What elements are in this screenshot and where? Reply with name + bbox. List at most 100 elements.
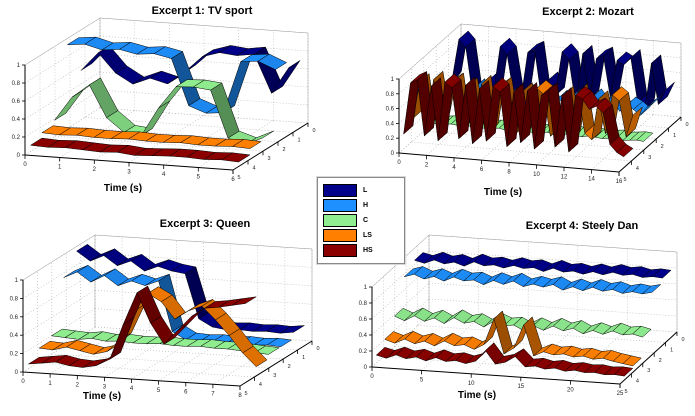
svg-text:0: 0 [23,162,27,168]
subplot3-title: Excerpt 3: Queen [159,218,251,230]
svg-text:3: 3 [647,368,650,374]
svg-text:10: 10 [468,381,475,387]
svg-text:20: 20 [567,388,574,394]
svg-text:0: 0 [397,160,401,166]
legend-item-ls: LS [323,229,399,242]
svg-text:0: 0 [316,346,319,352]
subplot4-title: Excerpt 4: Steely Dan [525,220,639,232]
svg-text:2: 2 [659,358,662,364]
legend-swatch-ls [323,229,357,242]
svg-text:3: 3 [273,373,276,379]
svg-text:4: 4 [252,166,255,172]
svg-text:3: 3 [267,156,270,162]
svg-text:0.8: 0.8 [359,301,368,307]
svg-text:0: 0 [17,153,21,159]
svg-text:1: 1 [670,347,673,353]
svg-text:4: 4 [162,172,166,178]
svg-text:2: 2 [93,167,97,173]
svg-text:0.6: 0.6 [359,317,368,323]
legend-swatch-c [323,214,357,227]
svg-text:0.4: 0.4 [10,333,19,339]
legend-swatch-h [323,199,357,212]
legend-item-h: H [323,199,399,212]
svg-text:1: 1 [302,355,305,361]
svg-text:14: 14 [588,177,595,183]
svg-text:0: 0 [21,379,25,385]
svg-text:0: 0 [391,151,395,157]
svg-text:3: 3 [648,155,651,161]
subplot1-title: Excerpt 1: TV sport [151,5,253,17]
svg-text:5: 5 [623,177,626,183]
svg-text:1: 1 [297,137,300,143]
svg-text:5: 5 [197,175,201,181]
svg-text:2: 2 [661,144,664,150]
legend-label: H [363,202,369,209]
svg-text:2: 2 [425,162,429,168]
svg-text:6: 6 [184,390,188,396]
svg-text:2: 2 [282,147,285,153]
subplot2-title: Excerpt 2: Mozart [542,6,634,18]
subplot4-xlabel: Time (s) [457,390,497,401]
legend-label: L [363,187,368,194]
svg-text:25: 25 [617,391,624,397]
legend-item-l: L [323,184,399,197]
svg-text:0: 0 [681,337,684,343]
svg-text:16: 16 [616,179,623,185]
svg-text:7: 7 [211,391,215,397]
svg-text:0.2: 0.2 [359,349,368,355]
svg-text:4: 4 [636,166,639,172]
subplot1-xlabel: Time (s) [103,183,143,194]
legend-label: C [363,217,369,224]
svg-text:12: 12 [561,174,568,180]
ribbon-plot-queen: 0 0.2 0.4 0.6 0.8 1 0 1 2 3 4 5 6 7 8 0 1 2 3 4 5 [10,234,320,399]
svg-text:0.2: 0.2 [12,135,21,141]
svg-text:8: 8 [507,170,511,176]
svg-text:0: 0 [312,128,315,134]
svg-text:4: 4 [259,382,262,388]
svg-text:15: 15 [517,384,524,390]
svg-text:1: 1 [17,63,21,69]
svg-text:0.6: 0.6 [12,99,21,105]
svg-text:0: 0 [370,374,374,380]
svg-text:1: 1 [364,285,368,291]
svg-text:5: 5 [157,388,161,394]
legend-swatch-hs [323,244,357,257]
svg-text:0.8: 0.8 [10,296,19,302]
svg-text:2: 2 [76,383,80,389]
svg-text:4: 4 [130,386,134,392]
svg-text:0.4: 0.4 [386,121,395,127]
subplot2-xlabel: Time (s) [483,187,523,198]
svg-text:5: 5 [420,377,424,383]
legend-label: HS [363,247,373,254]
subplot3-xlabel: Time (s) [82,391,122,402]
svg-text:1: 1 [673,133,676,139]
svg-text:1: 1 [48,381,52,387]
svg-text:6: 6 [480,167,484,173]
legend-label: LS [363,232,372,239]
svg-text:0.6: 0.6 [386,107,395,113]
svg-text:0: 0 [364,365,368,371]
svg-text:1: 1 [15,278,19,284]
svg-text:4: 4 [636,379,639,385]
svg-text:0.2: 0.2 [10,352,19,358]
svg-text:8: 8 [238,393,242,399]
svg-text:1: 1 [58,165,62,171]
svg-text:5: 5 [624,389,627,395]
legend: L H C LS HS [317,177,405,264]
svg-text:4: 4 [452,165,456,171]
legend-item-hs: HS [323,244,399,257]
svg-text:0.8: 0.8 [386,92,395,98]
svg-text:3: 3 [103,384,107,390]
svg-text:6: 6 [231,177,235,183]
legend-item-c: C [323,214,399,227]
svg-text:0: 0 [685,122,688,128]
svg-text:10: 10 [533,172,540,178]
svg-text:0.8: 0.8 [12,81,21,87]
svg-text:1: 1 [391,77,395,83]
svg-text:2: 2 [288,364,291,370]
svg-text:5: 5 [237,175,240,181]
